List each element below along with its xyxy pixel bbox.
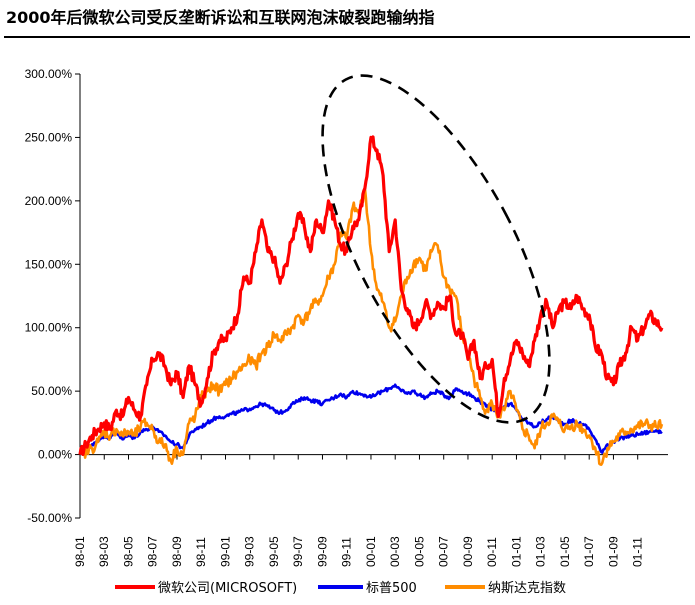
x-tick-label: 01-11 [631, 537, 645, 567]
x-tick-label: 98-11 [194, 537, 208, 567]
series-layer [78, 135, 664, 467]
y-tick-label: 300.00% [25, 67, 73, 81]
legend-label-2: 纳斯达克指数 [488, 581, 566, 596]
series-line-2 [78, 186, 664, 467]
x-tick-label: 98-05 [121, 536, 135, 567]
title-divider [4, 36, 690, 38]
x-tick-label: 00-11 [485, 537, 499, 567]
series-line-0 [78, 135, 664, 456]
chart-title: 2000年后微软公司受反垄断诉讼和互联网泡沫破裂跑输纳指 [6, 8, 435, 27]
highlight-ellipse [321, 74, 551, 424]
x-tick-label: 00-07 [437, 536, 451, 567]
legend-label-0: 微软公司(MICROSOFT) [158, 581, 297, 596]
x-tick-label: 00-03 [388, 536, 402, 567]
x-tick-label: 01-07 [582, 536, 596, 567]
y-tick-label: 100.00% [25, 321, 73, 335]
axes-group: -50.00% 0.00% 50.00% 100.00% 150.00% 200.00% 2… [25, 67, 668, 567]
x-tick-label: 00-09 [461, 536, 475, 567]
x-tick-label: 01-05 [558, 536, 572, 567]
x-tick-label: 99-07 [291, 536, 305, 567]
y-tick-label: -50.00% [27, 511, 72, 525]
y-tick-label: 50.00% [31, 384, 72, 398]
x-tick-label: 99-05 [267, 536, 281, 567]
x-tick-label: 98-09 [170, 536, 184, 567]
x-tick-label: 00-05 [412, 536, 426, 567]
x-tick-label: 99-11 [340, 537, 354, 567]
series-line-1 [78, 383, 663, 456]
x-tick-label: 98-03 [97, 536, 111, 567]
x-tick-label: 99-09 [315, 536, 329, 567]
y-tick-label: 250.00% [25, 130, 73, 144]
x-tick-label: 01-09 [606, 536, 620, 567]
x-tick-label: 00-01 [364, 536, 378, 567]
x-tick-label: 01-01 [509, 536, 523, 567]
x-tick-label: 99-03 [243, 536, 257, 567]
legend: 微软公司(MICROSOFT) 标普500 纳斯达克指数 [115, 581, 566, 596]
x-tick-label: 98-01 [73, 536, 87, 567]
y-tick-label: 200.00% [25, 194, 73, 208]
y-tick-label: 0.00% [38, 448, 72, 462]
x-tick-label: 01-03 [534, 536, 548, 567]
x-tick-label: 98-07 [146, 536, 160, 567]
legend-label-1: 标普500 [366, 581, 417, 596]
y-tick-label: 150.00% [25, 257, 73, 271]
x-tick-label: 99-01 [218, 536, 232, 567]
